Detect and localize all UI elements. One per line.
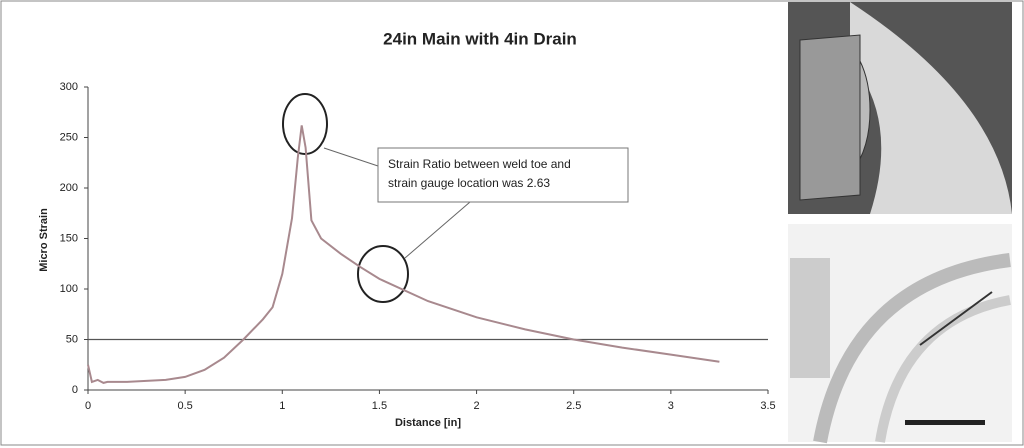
- x-axis-label: Distance [in]: [395, 417, 461, 429]
- y-tick-label: 300: [60, 81, 78, 93]
- x-tick-label: 3: [668, 400, 674, 412]
- x-tick-label: 1.5: [372, 400, 387, 412]
- x-tick-label: 0.5: [177, 400, 192, 412]
- annotation-text: Strain Ratio between weld toe and: [388, 157, 571, 171]
- x-tick-label: 3.5: [760, 400, 775, 412]
- annotation-box: [378, 148, 628, 202]
- fea-image-bottom: [788, 224, 1012, 442]
- x-tick-label: 2.5: [566, 400, 581, 412]
- y-tick-label: 50: [66, 333, 78, 345]
- x-tick-label: 2: [474, 400, 480, 412]
- y-tick-label: 0: [72, 384, 78, 396]
- y-tick-label: 100: [60, 283, 78, 295]
- annotation-text: strain gauge location was 2.63: [388, 176, 550, 190]
- x-tick-label: 1: [279, 400, 285, 412]
- x-tick-label: 0: [85, 400, 91, 412]
- y-tick-label: 250: [60, 131, 78, 143]
- chart-title: 24in Main with 4in Drain: [383, 29, 577, 48]
- fea-image-top: [788, 2, 1012, 214]
- y-axis-label: Micro Strain: [38, 208, 50, 272]
- screen: 24in Main with 4in Drain Distance [in] M…: [0, 0, 1024, 448]
- y-tick-label: 200: [60, 182, 78, 194]
- y-tick-label: 150: [60, 232, 78, 244]
